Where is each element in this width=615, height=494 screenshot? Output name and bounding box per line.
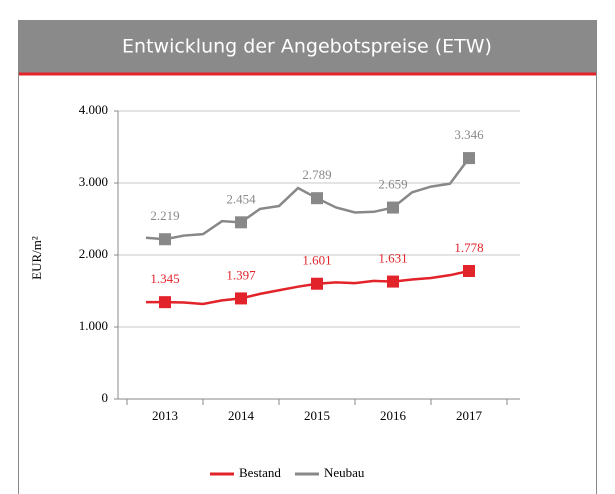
data-label: 1.631: [378, 251, 407, 266]
y-tick-label: 1.000: [79, 318, 108, 333]
point-marker: [159, 233, 171, 246]
header: [18, 20, 597, 74]
legend-label: Bestand: [239, 465, 281, 480]
point-marker: [311, 192, 323, 205]
x-tick-label: 2013: [152, 408, 178, 423]
data-label: 2.454: [226, 191, 256, 206]
point-marker: [311, 277, 323, 290]
y-tick-label: 0: [102, 390, 109, 405]
data-label: 2.789: [302, 167, 331, 182]
point-marker: [235, 292, 247, 305]
series-line: [145, 157, 471, 241]
y-tick-label: 3.000: [79, 174, 108, 189]
data-label: 1.397: [226, 267, 256, 282]
chart-title: Entwicklung der Angebotspreise (ETW): [122, 36, 492, 58]
point-marker: [387, 275, 399, 288]
x-tick-label: 2016: [380, 408, 407, 423]
point-marker: [387, 201, 399, 214]
x-tick-label: 2017: [456, 408, 483, 423]
data-label: 3.346: [454, 127, 484, 142]
legend-label: Neubau: [324, 465, 365, 480]
series-line: [146, 269, 470, 306]
y-axis-label: EUR/m²: [29, 236, 44, 280]
point-marker: [235, 216, 247, 229]
data-label: 1.778: [454, 240, 483, 255]
point-marker: [159, 296, 171, 309]
data-label: 2.219: [150, 208, 179, 223]
point-marker: [463, 264, 475, 277]
data-label: 1.345: [150, 271, 179, 286]
x-tick-label: 2014: [228, 408, 255, 423]
data-label: 2.659: [378, 177, 407, 192]
x-tick-label: 2015: [304, 408, 330, 423]
y-tick-label: 2.000: [79, 246, 108, 261]
y-tick-label: 4.000: [79, 102, 108, 117]
point-marker: [463, 152, 475, 165]
data-label: 1.601: [302, 253, 331, 268]
